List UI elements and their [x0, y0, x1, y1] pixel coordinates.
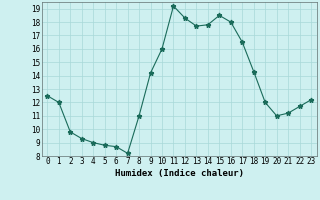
- X-axis label: Humidex (Indice chaleur): Humidex (Indice chaleur): [115, 169, 244, 178]
